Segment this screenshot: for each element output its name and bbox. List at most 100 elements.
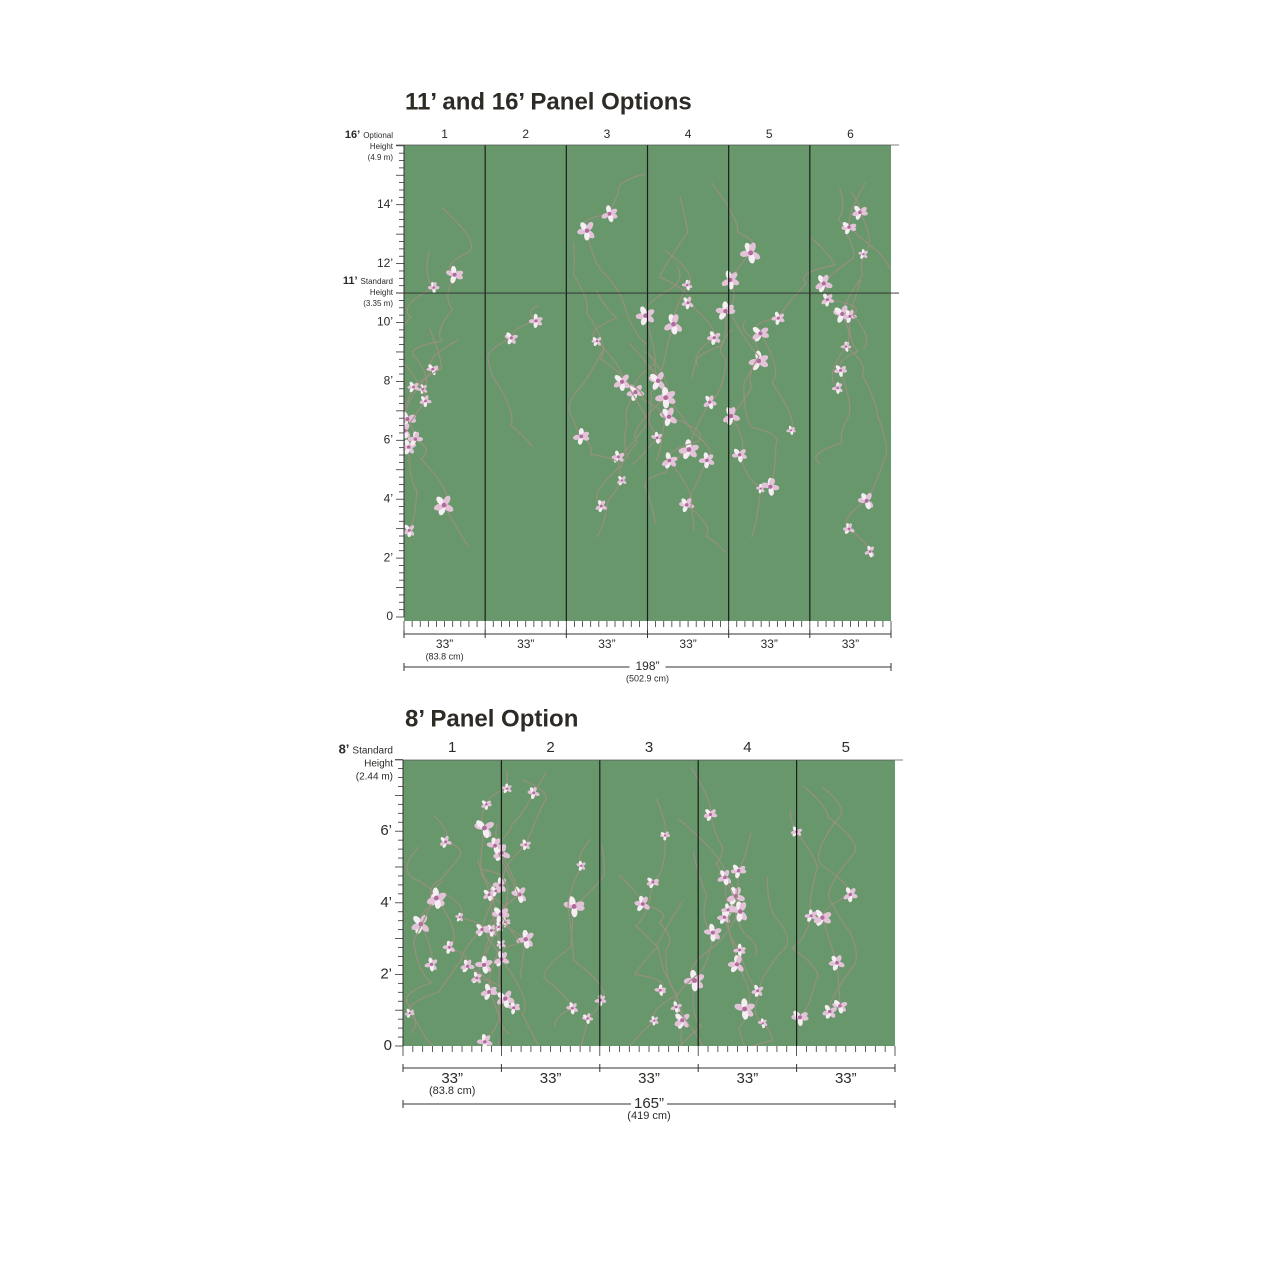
panel-number: 1 — [441, 127, 448, 141]
blossom — [703, 395, 717, 410]
petal — [476, 977, 481, 984]
petal — [676, 1004, 682, 1008]
blossom-center — [761, 1022, 764, 1025]
petal — [596, 341, 601, 346]
petal — [481, 800, 487, 805]
petal — [581, 431, 590, 438]
petal — [845, 346, 849, 352]
petal — [713, 928, 722, 934]
petal — [706, 454, 714, 461]
blossom — [483, 889, 495, 902]
blossom — [480, 983, 498, 1000]
petal — [467, 964, 475, 969]
blossom — [791, 1010, 809, 1027]
blossom — [731, 448, 747, 463]
blossom — [516, 929, 534, 949]
blossom — [681, 279, 693, 291]
blossom — [857, 492, 874, 510]
height-label: 4’ — [384, 491, 393, 505]
blossom-center — [408, 1011, 411, 1015]
blossom — [445, 265, 464, 284]
blossom — [655, 386, 676, 409]
blossom-center — [686, 447, 692, 452]
blossom — [843, 309, 857, 323]
blossom-center — [441, 502, 447, 508]
petal — [459, 913, 464, 918]
blossom-center — [619, 379, 625, 384]
petal — [754, 984, 759, 991]
blossom — [674, 1013, 690, 1029]
blossom — [730, 864, 747, 879]
petal — [705, 809, 711, 815]
petal — [661, 459, 670, 466]
petal — [682, 504, 688, 513]
blossom-center — [710, 930, 715, 935]
blossom-center — [505, 787, 509, 790]
petal — [840, 365, 847, 371]
label-gap — [629, 660, 666, 674]
petal — [525, 841, 531, 846]
petal — [811, 911, 817, 917]
petal — [714, 337, 721, 343]
petal — [640, 306, 647, 316]
petal — [503, 788, 508, 794]
petal — [860, 254, 864, 259]
petal — [443, 495, 451, 506]
petal — [829, 1007, 837, 1013]
petal — [673, 1001, 678, 1007]
petal — [744, 1003, 755, 1011]
petal — [533, 321, 538, 328]
blossom — [634, 895, 650, 912]
petal — [683, 297, 689, 303]
petal — [739, 250, 751, 257]
panel-number: 2 — [522, 127, 529, 141]
petal — [840, 345, 846, 349]
blossom-center — [748, 250, 754, 256]
blossom — [664, 314, 683, 335]
petal — [423, 388, 428, 393]
petal — [737, 950, 742, 957]
petal — [681, 283, 688, 287]
petal — [482, 965, 488, 974]
blossom — [474, 955, 493, 974]
panel-number: 2 — [546, 739, 554, 756]
blossom-center — [728, 413, 734, 419]
petal — [425, 399, 432, 404]
petal — [440, 837, 446, 843]
petal — [404, 430, 408, 439]
blossom-center — [862, 253, 865, 256]
petal — [710, 932, 716, 942]
blossom-center — [708, 400, 712, 404]
blossom-center — [734, 962, 740, 967]
petal — [849, 888, 856, 895]
height-metric: (4.9 m) — [368, 153, 394, 162]
petal — [617, 479, 622, 484]
petal — [660, 987, 667, 992]
petal — [486, 800, 492, 805]
petal — [450, 274, 456, 284]
blossom-center — [447, 945, 451, 949]
blossom-center — [667, 458, 672, 463]
branch — [643, 350, 702, 531]
petal — [500, 908, 509, 915]
petal — [592, 337, 598, 342]
blossom-center — [848, 892, 852, 897]
blossom-center — [828, 1009, 832, 1014]
petal — [442, 945, 450, 950]
petal — [671, 314, 679, 324]
blossom-center — [737, 453, 742, 457]
petal — [404, 423, 410, 431]
petal — [519, 887, 526, 895]
petal — [429, 964, 434, 972]
petal — [476, 924, 483, 930]
blossom-center — [651, 880, 655, 884]
blossom-center — [483, 1040, 487, 1044]
blossom — [771, 311, 785, 325]
petal — [829, 1011, 836, 1018]
petal — [572, 1003, 577, 1009]
petal — [786, 429, 791, 433]
blossom — [832, 1000, 848, 1014]
blossom — [455, 912, 464, 922]
height-label: 12’ — [377, 256, 393, 270]
blossom — [442, 940, 455, 954]
